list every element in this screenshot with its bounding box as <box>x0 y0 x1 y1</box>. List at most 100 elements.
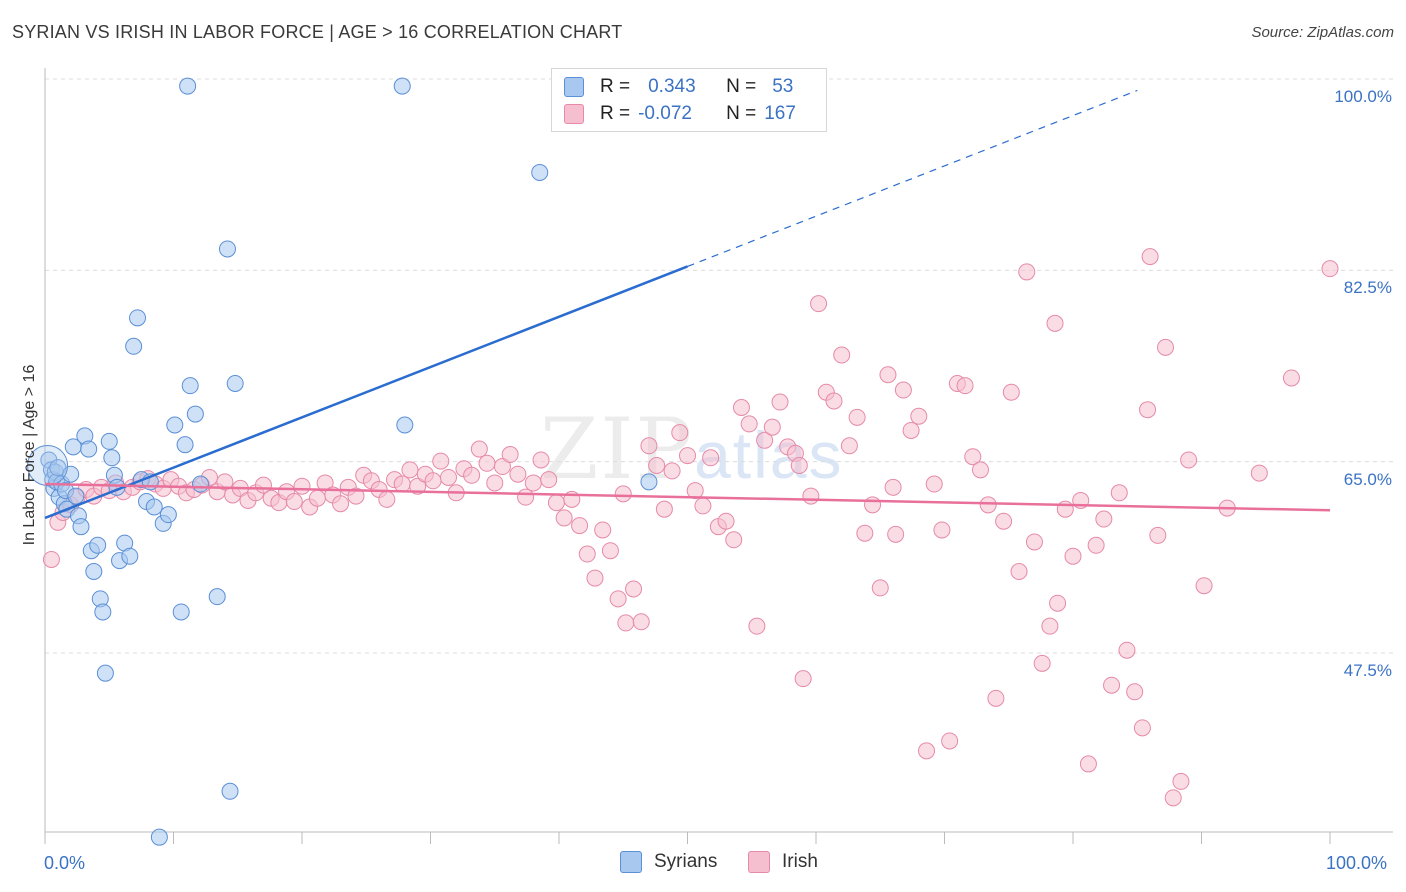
y-axis-label: In Labor Force | Age > 16 <box>21 364 38 546</box>
bottom-irish-swatch <box>748 851 770 873</box>
irish-point <box>625 580 643 598</box>
irish-point <box>995 512 1013 530</box>
syrian-point <box>145 498 163 516</box>
syrian-point <box>166 416 184 434</box>
irish-point <box>308 489 326 507</box>
irish-point <box>887 525 905 543</box>
syrians-n-label: N = <box>726 76 757 97</box>
syrian-point <box>150 828 168 846</box>
irish-point <box>1018 263 1036 281</box>
irish-point <box>771 393 789 411</box>
syrian-point <box>179 77 197 95</box>
y-tick-label: 100.0% <box>1334 87 1392 106</box>
correlation-legend: R = 0.343 N = 53 R = -0.072 N = 167 <box>551 68 827 132</box>
legend-row-syrians: R = 0.343 N = 53 <box>564 75 793 99</box>
irish-point <box>1141 248 1159 266</box>
irish-point <box>1002 383 1020 401</box>
irish-trend-line <box>44 482 1331 512</box>
irish-point <box>216 473 234 491</box>
syrian-point <box>67 487 85 505</box>
irish-point <box>1250 464 1268 482</box>
syrian-point <box>531 163 549 181</box>
irish-point <box>1041 617 1059 635</box>
irish-point <box>1118 641 1136 659</box>
irish-point <box>663 462 681 480</box>
irish-swatch <box>564 104 584 124</box>
irish-point <box>671 424 689 442</box>
irish-point <box>332 495 350 513</box>
irish-point <box>763 418 781 436</box>
irish-point <box>833 346 851 364</box>
irish-point <box>740 415 758 433</box>
syrian-point <box>72 518 90 536</box>
irish-point <box>1321 260 1339 278</box>
irish-point <box>555 509 573 527</box>
syrians-trend-extension <box>687 89 1138 268</box>
irish-point <box>1025 533 1043 551</box>
syrian-point <box>121 547 139 565</box>
axes <box>44 68 1393 844</box>
irish-point <box>964 448 982 466</box>
syrian-point <box>85 563 103 581</box>
irish-point <box>1033 654 1051 672</box>
irish-point <box>702 449 720 467</box>
irish-point <box>378 490 396 508</box>
irish-point <box>918 742 936 760</box>
bottom-syrians-label: Syrians <box>654 851 718 872</box>
irish-point <box>1164 789 1182 807</box>
trend-lines <box>44 89 1331 520</box>
irish-point <box>1195 577 1213 595</box>
irish-point <box>1010 563 1028 581</box>
syrian-point <box>396 416 414 434</box>
irish-point <box>1049 594 1067 612</box>
irish-point <box>856 524 874 542</box>
irish-point <box>1149 526 1167 544</box>
irish-point <box>547 494 565 512</box>
irish-n-value: 167 <box>764 103 796 124</box>
syrian-points <box>27 77 658 846</box>
irish-point <box>524 474 542 492</box>
irish-point <box>501 446 519 464</box>
irish-point <box>756 431 774 449</box>
source-label: Source: ZipAtlas.com <box>1251 24 1394 41</box>
syrian-point <box>221 782 239 800</box>
irish-point <box>1157 338 1175 356</box>
y-tick-label: 82.5% <box>1343 278 1392 298</box>
irish-point <box>902 421 920 439</box>
irish-point <box>1126 683 1144 701</box>
irish-point <box>748 617 766 635</box>
irish-point <box>810 295 828 313</box>
irish-point <box>470 440 488 458</box>
syrian-point <box>176 436 194 454</box>
irish-point <box>925 475 943 493</box>
syrian-point <box>218 240 236 258</box>
irish-point <box>679 447 696 465</box>
irish-point <box>1087 536 1105 554</box>
irish-point <box>640 437 658 455</box>
irish-point <box>486 474 504 492</box>
irish-point <box>594 521 612 539</box>
irish-point <box>1282 369 1300 387</box>
irish-point <box>586 569 604 587</box>
irish-point <box>401 461 419 479</box>
irish-point <box>732 399 750 417</box>
irish-point <box>632 613 650 631</box>
irish-point <box>864 496 882 514</box>
irish-point <box>717 512 735 530</box>
grid-lines <box>45 78 1393 654</box>
syrian-point <box>103 449 121 467</box>
syrians-swatch <box>564 77 584 97</box>
bottom-legend-syrians: Syrians <box>620 851 717 873</box>
watermark: ZIPatlas <box>540 400 844 498</box>
irish-r-value: -0.072 <box>638 103 692 124</box>
irish-point <box>979 496 997 514</box>
irish-point <box>879 366 897 384</box>
irish-point <box>1133 719 1151 737</box>
irish-point <box>439 468 457 486</box>
irish-point <box>1180 451 1198 469</box>
irish-point <box>1095 510 1113 528</box>
irish-point <box>655 500 673 518</box>
irish-point <box>393 475 411 493</box>
irish-point <box>347 487 365 505</box>
